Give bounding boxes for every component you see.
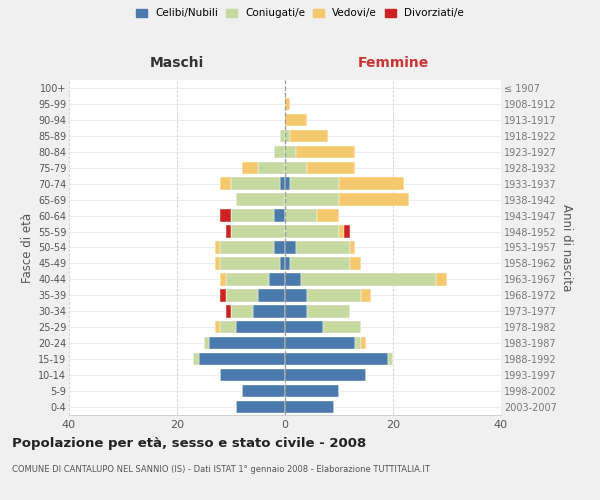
Bar [226,226,231,238]
Bar [285,385,339,398]
Bar [231,305,253,318]
Bar [285,273,301,285]
Bar [361,337,366,349]
Bar [231,178,280,190]
Bar [280,257,285,270]
Bar [285,289,307,302]
Bar [199,353,285,366]
Legend: Celibi/Nubili, Coniugati/e, Vedovi/e, Divorziati/e: Celibi/Nubili, Coniugati/e, Vedovi/e, Di… [133,5,467,21]
Text: COMUNE DI CANTALUPO NEL SANNIO (IS) - Dati ISTAT 1° gennaio 2008 - Elaborazione : COMUNE DI CANTALUPO NEL SANNIO (IS) - Da… [12,466,430,474]
Bar [258,162,285,174]
Bar [236,194,285,206]
Bar [388,353,393,366]
Bar [290,130,328,142]
Bar [355,337,361,349]
Bar [215,257,220,270]
Bar [307,289,361,302]
Bar [220,289,226,302]
Bar [226,289,258,302]
Bar [220,257,280,270]
Bar [285,369,366,382]
Text: Femmine: Femmine [358,56,428,70]
Bar [193,353,199,366]
Bar [290,178,339,190]
Bar [231,226,285,238]
Bar [285,305,307,318]
Bar [301,273,436,285]
Bar [285,353,388,366]
Bar [220,242,274,254]
Bar [258,289,285,302]
Bar [339,194,409,206]
Bar [285,130,290,142]
Bar [280,178,285,190]
Bar [350,242,355,254]
Text: Popolazione per età, sesso e stato civile - 2008: Popolazione per età, sesso e stato civil… [12,438,366,450]
Bar [220,321,236,334]
Text: Maschi: Maschi [150,56,204,70]
Bar [231,210,274,222]
Bar [290,257,350,270]
Bar [242,162,258,174]
Bar [339,226,344,238]
Bar [285,257,290,270]
Bar [344,226,350,238]
Bar [215,321,220,334]
Bar [307,305,350,318]
Bar [285,226,339,238]
Bar [285,98,290,110]
Bar [274,146,285,158]
Bar [436,273,447,285]
Y-axis label: Fasce di età: Fasce di età [20,212,34,282]
Bar [285,146,296,158]
Bar [285,242,296,254]
Bar [339,178,404,190]
Bar [285,162,307,174]
Bar [215,242,220,254]
Bar [220,210,231,222]
Bar [285,401,334,413]
Bar [285,114,307,126]
Bar [236,321,285,334]
Bar [296,242,350,254]
Bar [307,162,355,174]
Bar [220,273,226,285]
Bar [274,242,285,254]
Bar [226,305,231,318]
Bar [269,273,285,285]
Bar [285,178,290,190]
Bar [220,178,231,190]
Bar [296,146,355,158]
Bar [317,210,339,222]
Bar [204,337,209,349]
Bar [242,385,285,398]
Bar [285,337,355,349]
Bar [280,130,285,142]
Bar [236,401,285,413]
Bar [285,194,339,206]
Bar [220,369,285,382]
Bar [226,273,269,285]
Bar [209,337,285,349]
Bar [285,321,323,334]
Bar [350,257,361,270]
Bar [253,305,285,318]
Bar [361,289,371,302]
Bar [274,210,285,222]
Bar [323,321,361,334]
Bar [285,210,317,222]
Y-axis label: Anni di nascita: Anni di nascita [560,204,574,291]
